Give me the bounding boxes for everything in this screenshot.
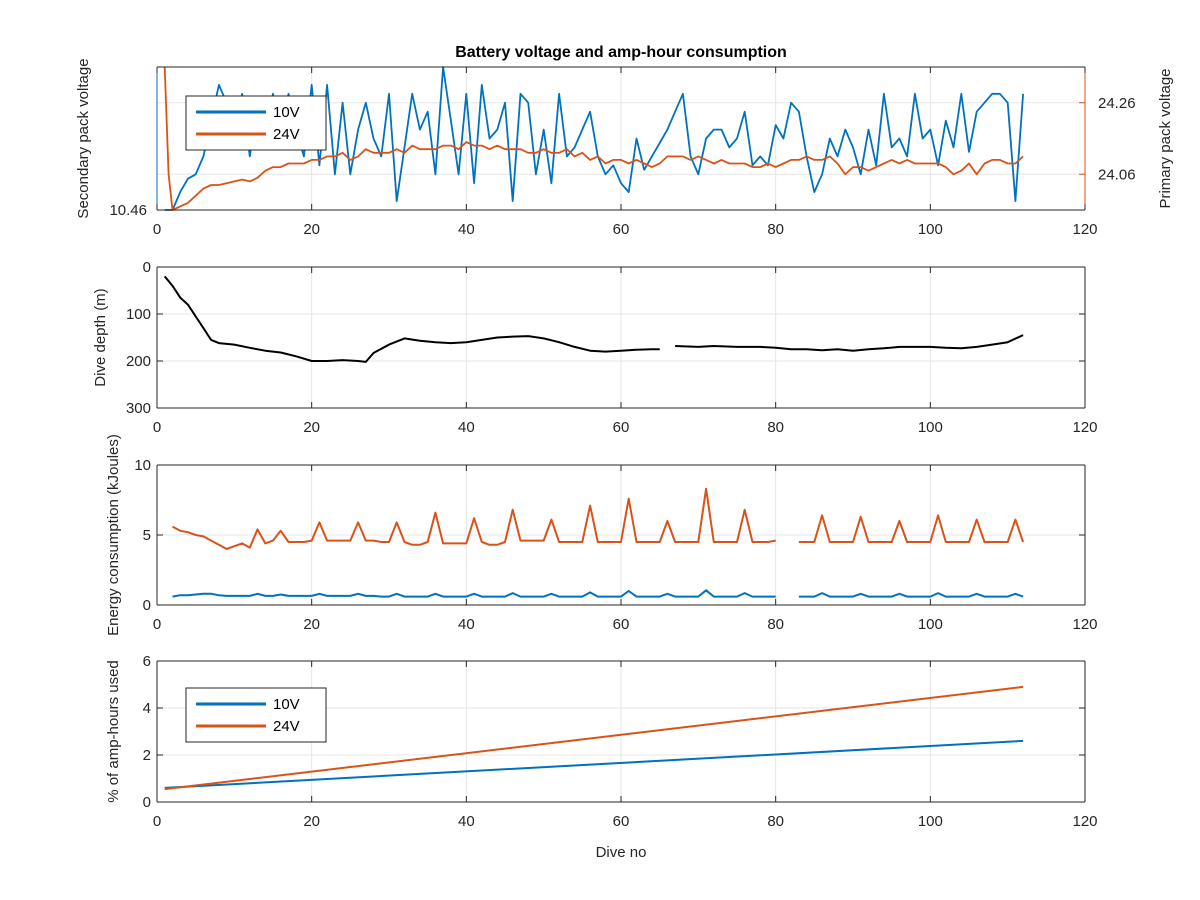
series-line-24v xyxy=(163,66,1024,211)
figure-title: Battery voltage and amp-hour consumption xyxy=(455,44,787,61)
y-tick-label: 200 xyxy=(126,353,151,370)
x-tick-label: 20 xyxy=(303,813,320,830)
x-tick-label: 40 xyxy=(458,813,475,830)
series-line-24v xyxy=(164,685,1024,791)
x-tick-label: 20 xyxy=(303,419,320,436)
x-tick-label: 0 xyxy=(153,221,161,238)
y-tick-label-right: 24.06 xyxy=(1098,166,1136,183)
y-tick-label: 0 xyxy=(143,794,151,811)
x-tick-label: 40 xyxy=(458,616,475,633)
y-tick-label: 5 xyxy=(143,527,151,544)
x-tick-label: 0 xyxy=(153,616,161,633)
x-tick-label: 40 xyxy=(458,221,475,238)
legend-label-10v: 10V xyxy=(273,104,300,121)
legend-box xyxy=(185,95,327,151)
x-tick-label: 60 xyxy=(613,419,630,436)
x-tick-label: 0 xyxy=(153,813,161,830)
x-tick-label: 60 xyxy=(613,813,630,830)
legend-label-24v: 24V xyxy=(273,126,300,143)
x-tick-label: 120 xyxy=(1072,221,1097,238)
y-axis-label-right: Primary pack voltage xyxy=(1157,68,1174,208)
y-tick-label: 6 xyxy=(143,653,151,670)
series-line-1 xyxy=(172,487,1025,550)
depth-panel: 0 20 40 60 80 100 120 0 100 200 300 Dive depth (m) xyxy=(92,259,1098,436)
legend-label-24v: 24V xyxy=(273,718,300,735)
amp-hours-panel: 0 20 40 60 80 100 120 0 2 4 6 % of amp-hours used Di… xyxy=(105,653,1098,861)
x-tick-label: 120 xyxy=(1072,616,1097,633)
x-tick-label: 20 xyxy=(303,616,320,633)
x-axis-label: Dive no xyxy=(596,844,647,861)
x-tick-label: 100 xyxy=(918,813,943,830)
y-axis-label: Secondary pack voltage xyxy=(75,58,92,218)
x-tick-label: 80 xyxy=(767,419,784,436)
y-tick-label: 4 xyxy=(143,700,151,717)
y-axis-label: Energy consumption (kJoules) xyxy=(105,434,122,636)
y-axis-label: Dive depth (m) xyxy=(92,288,109,386)
series-line-2 xyxy=(172,589,1024,598)
y-tick-label: 0 xyxy=(143,259,151,276)
x-tick-label: 120 xyxy=(1072,419,1097,436)
x-tick-label: 20 xyxy=(303,221,320,238)
x-tick-label: 100 xyxy=(918,221,943,238)
voltage-panel: 0 20 40 60 80 100 120 10.46 24.06 24.26 Secondary … xyxy=(75,58,1174,238)
x-tick-label: 100 xyxy=(918,616,943,633)
x-tick-label: 0 xyxy=(153,419,161,436)
y-tick-label: 300 xyxy=(126,400,151,417)
x-tick-label: 60 xyxy=(613,616,630,633)
y-tick-label-left: 10.46 xyxy=(109,202,147,219)
y-axis-label: % of amp-hours used xyxy=(105,660,122,803)
series-line-10v xyxy=(164,739,1024,789)
y-tick-label: 0 xyxy=(143,597,151,614)
series-line-1 xyxy=(163,275,1024,363)
y-tick-label: 10 xyxy=(134,457,151,474)
x-tick-label: 40 xyxy=(458,419,475,436)
y-tick-label: 100 xyxy=(126,306,151,323)
energy-panel: 0 20 40 60 80 100 120 0 5 10 Energy consumption (k… xyxy=(105,434,1098,636)
x-tick-label: 120 xyxy=(1072,813,1097,830)
y-tick-label-right: 24.26 xyxy=(1098,95,1136,112)
legend-label-10v: 10V xyxy=(273,696,300,713)
x-tick-label: 100 xyxy=(918,419,943,436)
x-tick-label: 80 xyxy=(767,813,784,830)
x-tick-label: 60 xyxy=(613,221,630,238)
y-tick-label: 2 xyxy=(143,747,151,764)
legend-box xyxy=(185,687,327,743)
x-tick-label: 80 xyxy=(767,616,784,633)
x-tick-label: 80 xyxy=(767,221,784,238)
